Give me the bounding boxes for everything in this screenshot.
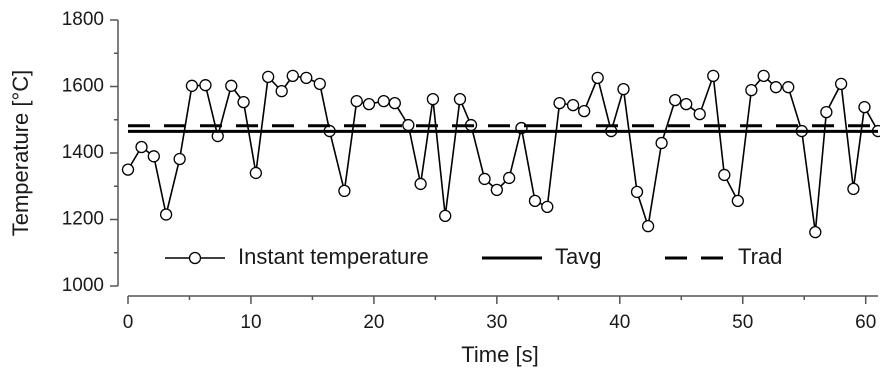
temperature-marker — [541, 200, 554, 214]
legend-marker — [188, 251, 202, 265]
temperature-marker — [490, 183, 504, 197]
temperature-marker — [185, 79, 199, 92]
temperature-marker — [249, 166, 263, 180]
temperature-marker — [338, 184, 351, 198]
y-axis-title: Temperature [°C] — [8, 70, 33, 237]
temperature-marker — [350, 94, 363, 108]
temperature-marker — [641, 219, 655, 233]
x-tick-label: 30 — [486, 312, 507, 333]
temperature-marker — [275, 85, 288, 98]
temperature-marker — [135, 140, 148, 154]
axes: 1000 1200 1400 1600 1800 0 10 20 30 40 50 60 — [62, 9, 878, 333]
temperature-marker — [402, 118, 415, 132]
x-tick-label: 50 — [732, 312, 753, 333]
y-tick-label: 1400 — [62, 142, 104, 163]
temperature-marker — [782, 81, 795, 94]
temperature-marker — [147, 150, 160, 163]
temperature-marker — [630, 185, 644, 199]
temperature-marker — [847, 182, 860, 196]
temperature-marker — [414, 177, 427, 191]
temperature-marker — [528, 194, 542, 208]
temperature-marker — [553, 96, 566, 110]
legend-label: Tavg — [555, 244, 601, 269]
temperature-marker — [707, 69, 720, 83]
temperature-marker — [286, 69, 299, 83]
temperature-marker — [225, 79, 238, 92]
temperature-marker — [858, 100, 871, 114]
temperature-marker — [173, 152, 186, 166]
temperature-marker — [577, 104, 591, 118]
y-tick-label: 1200 — [62, 209, 104, 230]
temperature-marker — [809, 225, 822, 239]
temperature-marker — [300, 71, 313, 85]
temperature-marker — [680, 97, 693, 111]
temperature-marker — [362, 97, 376, 111]
temperature-marker — [834, 77, 848, 90]
temperature-marker — [262, 70, 275, 84]
y-tick-label: 1600 — [62, 76, 104, 97]
legend-label: Trad — [738, 244, 782, 269]
temperature-marker — [745, 84, 758, 97]
x-tick-label: 0 — [123, 312, 134, 333]
temperature-marker — [502, 171, 516, 185]
temperature-marker — [426, 92, 440, 106]
x-tick-label: 40 — [609, 312, 630, 333]
temperature-marker — [313, 77, 326, 90]
temperature-marker — [769, 81, 783, 94]
temperature-marker — [731, 194, 744, 208]
x-tick-label: 60 — [855, 312, 876, 333]
temperature-marker — [655, 136, 668, 150]
temperature-marker — [121, 163, 135, 176]
temperature-marker — [820, 105, 833, 119]
legend-label: Instant temperature — [238, 244, 429, 269]
temperature-marker — [591, 71, 604, 85]
temperature-marker — [439, 209, 452, 222]
legend: Instant temperature Tavg Trad — [165, 244, 782, 269]
plot-area — [121, 69, 880, 239]
temperature-marker — [693, 107, 706, 121]
temperature-marker — [388, 96, 401, 110]
x-tick-label: 10 — [240, 312, 261, 333]
temperature-marker — [159, 208, 173, 221]
temperature-marker — [617, 83, 630, 96]
y-tick-label: 1000 — [62, 275, 104, 296]
temperature-marker — [237, 95, 250, 109]
temperature-marker — [757, 69, 770, 83]
temperature-marker — [453, 92, 467, 106]
temperature-marker — [718, 168, 731, 182]
temperature-marker — [566, 98, 580, 112]
y-tick-label: 1800 — [62, 9, 104, 30]
temperature-marker — [377, 94, 390, 108]
temperature-marker — [199, 79, 212, 92]
temperature-marker — [478, 172, 491, 186]
temperature-marker — [668, 93, 682, 107]
x-tick-label: 20 — [363, 312, 384, 333]
x-axis-title: Time [s] — [461, 342, 538, 367]
